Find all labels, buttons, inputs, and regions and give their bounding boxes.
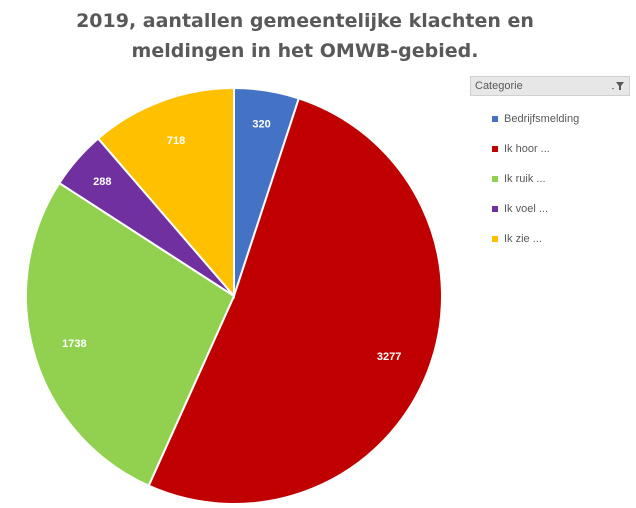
legend-item: Ik voel ...	[492, 194, 630, 224]
pie-data-label: 1738	[62, 338, 86, 350]
legend-label: Ik ruik ...	[504, 173, 546, 185]
legend-item: Ik zie ...	[492, 224, 630, 254]
legend-marker	[492, 176, 498, 182]
legend-label: Ik hoor ...	[504, 143, 550, 155]
legend-title: Categorie	[475, 80, 523, 92]
chart-title-line-2: meldingen in het OMWB-gebied.	[131, 40, 479, 62]
pie-data-label: 718	[167, 135, 185, 147]
pie-slice	[147, 97, 444, 505]
chart-title-line-1: 2019, aantallen gemeentelijke klachten e…	[76, 10, 534, 32]
pie-slice	[96, 86, 235, 299]
legend-marker	[492, 116, 498, 122]
legend-label: Ik voel ...	[504, 203, 549, 215]
legend-list: Bedrijfsmelding Ik hoor ... Ik ruik ... …	[470, 104, 630, 254]
pie-slice	[25, 181, 236, 488]
pie-data-label: 320	[252, 118, 270, 130]
legend-item: Bedrijfsmelding	[492, 104, 630, 134]
legend-marker	[492, 146, 498, 152]
legend-marker	[492, 236, 498, 242]
pie-data-label: 288	[93, 176, 111, 188]
legend-item: Ik ruik ...	[492, 164, 630, 194]
pie-data-label: 3277	[377, 351, 401, 363]
legend-label: Ik zie ...	[504, 233, 542, 245]
legend-marker	[492, 206, 498, 212]
legend-label: Bedrijfsmelding	[504, 113, 580, 125]
chart-title: 2019, aantallen gemeentelijke klachten e…	[40, 6, 570, 66]
legend: Categorie Bedrijfsmelding Ik hoor ... Ik…	[470, 76, 630, 254]
legend-filter-header[interactable]: Categorie	[470, 76, 630, 96]
legend-item: Ik hoor ...	[492, 134, 630, 164]
filter-dropdown-icon[interactable]	[611, 81, 625, 91]
